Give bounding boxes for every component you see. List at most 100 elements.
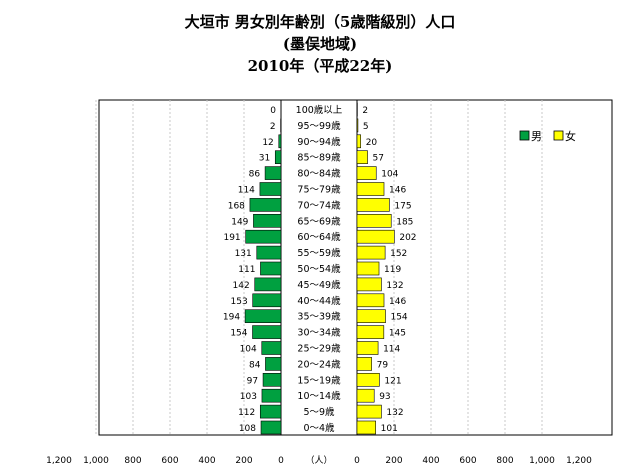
age-group-label: 85～89歳 [297, 152, 341, 164]
age-group-label: 10～14歳 [297, 390, 341, 402]
female-value-label: 185 [396, 217, 413, 227]
bar-female [356, 277, 382, 292]
age-group-label: 15～19歳 [297, 374, 341, 386]
male-value-label: 12 [262, 138, 273, 148]
x-tick-label-female: 400 [422, 456, 439, 466]
female-value-label: 175 [394, 201, 411, 211]
age-group-label: 75～79歳 [297, 184, 341, 196]
male-value-label: 97 [247, 376, 258, 386]
bar-male [274, 150, 282, 164]
bar-female [356, 404, 382, 419]
bar-female [356, 134, 362, 149]
age-group-label: 60～64歳 [297, 231, 341, 243]
female-value-label: 152 [390, 249, 407, 259]
x-tick-label-male: 0 [278, 456, 284, 466]
bar-male [264, 166, 282, 180]
bar-male [245, 229, 282, 244]
male-value-label: 108 [239, 424, 256, 434]
legend-label-female: 女 [565, 129, 576, 143]
bar-male [259, 182, 282, 196]
bar-female [356, 150, 368, 164]
age-group-label: 100歳以上 [296, 104, 343, 116]
male-value-label: 84 [249, 360, 261, 370]
age-group-label: 80～84歳 [297, 168, 341, 180]
male-value-label: 191 [223, 233, 240, 243]
bar-female [356, 325, 385, 339]
bar-female [356, 229, 395, 244]
age-group-label: 95～99歳 [297, 120, 341, 132]
bar-female [356, 118, 359, 133]
age-group-label: 20～24歳 [297, 358, 341, 370]
age-group-label: 70～74歳 [297, 199, 341, 211]
female-value-label: 132 [386, 281, 403, 291]
bar-male [261, 341, 282, 355]
female-value-label: 146 [389, 297, 406, 307]
male-value-label: 194 [223, 313, 240, 323]
female-value-label: 154 [390, 313, 407, 323]
bar-male [252, 293, 282, 308]
x-tick-label-male: 800 [124, 456, 141, 466]
male-value-label: 149 [231, 217, 248, 227]
female-value-label: 2 [362, 106, 368, 116]
age-group-label: 5～9歳 [303, 406, 335, 418]
age-group-label: 45～49歳 [297, 279, 341, 291]
female-value-label: 104 [381, 170, 398, 180]
male-value-label: 103 [240, 392, 257, 402]
x-tick-label-male: 400 [198, 456, 215, 466]
x-tick-label-female: 1,200 [566, 456, 592, 466]
male-value-label: 0 [270, 106, 276, 116]
chart-subtitle-year: 2010年（平成22年) [247, 57, 393, 75]
male-value-label: 131 [235, 249, 252, 259]
x-tick-label-male: 600 [161, 456, 178, 466]
bar-male [260, 420, 282, 435]
male-value-label: 111 [238, 265, 255, 275]
age-group-label: 0～4歳 [303, 422, 335, 434]
bar-male [249, 198, 282, 212]
bar-male [253, 214, 282, 228]
x-tick-label-male: 1,000 [83, 456, 109, 466]
male-value-label: 114 [238, 186, 255, 196]
chart-title: 大垣市 男女別年齢別（5歳階級別）人口 [184, 13, 456, 31]
age-group-label: 30～34歳 [297, 327, 341, 339]
legend-label-male: 男 [531, 130, 542, 143]
x-tick-label-male: 1,200 [46, 456, 72, 466]
female-value-label: 145 [389, 329, 406, 339]
bars [244, 102, 395, 435]
female-value-label: 132 [386, 408, 403, 418]
age-group-label: 55～59歳 [297, 247, 341, 259]
x-tick-label-female: 800 [496, 456, 513, 466]
bar-female [356, 182, 385, 196]
bar-male [254, 277, 282, 292]
x-tick-label-female: 0 [354, 456, 360, 466]
bar-female [356, 293, 385, 308]
female-value-label: 93 [379, 392, 390, 402]
age-group-label: 50～54歳 [297, 263, 341, 275]
x-axis-unit-label: （人） [305, 455, 332, 466]
legend-swatch-female [553, 130, 564, 141]
bar-male [262, 372, 282, 387]
x-tick-label-female: 200 [385, 456, 402, 466]
x-tick-label-female: 1,000 [529, 456, 555, 466]
bar-male [261, 388, 282, 403]
plot-area [98, 99, 613, 436]
bar-female [356, 420, 376, 435]
bar-female [356, 309, 386, 324]
age-group-label: 25～29歳 [297, 343, 341, 355]
female-value-label: 114 [383, 345, 400, 355]
labels: 0 2 100歳以上 2 5 95～99歳 12 20 90～94歳 31 57 85～89歳 86 10… [223, 104, 417, 434]
age-group-label: 35～39歳 [297, 311, 341, 323]
male-value-label: 154 [230, 329, 247, 339]
bar-female [356, 357, 372, 371]
male-value-label: 168 [228, 201, 245, 211]
female-value-label: 119 [384, 265, 401, 275]
male-value-label: 104 [240, 345, 257, 355]
male-value-label: 112 [238, 408, 255, 418]
bar-female [356, 388, 375, 403]
female-value-label: 20 [366, 138, 378, 148]
bar-male [260, 261, 282, 276]
legend: 男女 [519, 129, 576, 143]
x-axis-ticks: 1,200 1,000 800 600 400 200 0 0 200 400 600 800 1,00… [46, 455, 592, 466]
female-value-label: 146 [389, 186, 406, 196]
bar-female [356, 198, 390, 212]
